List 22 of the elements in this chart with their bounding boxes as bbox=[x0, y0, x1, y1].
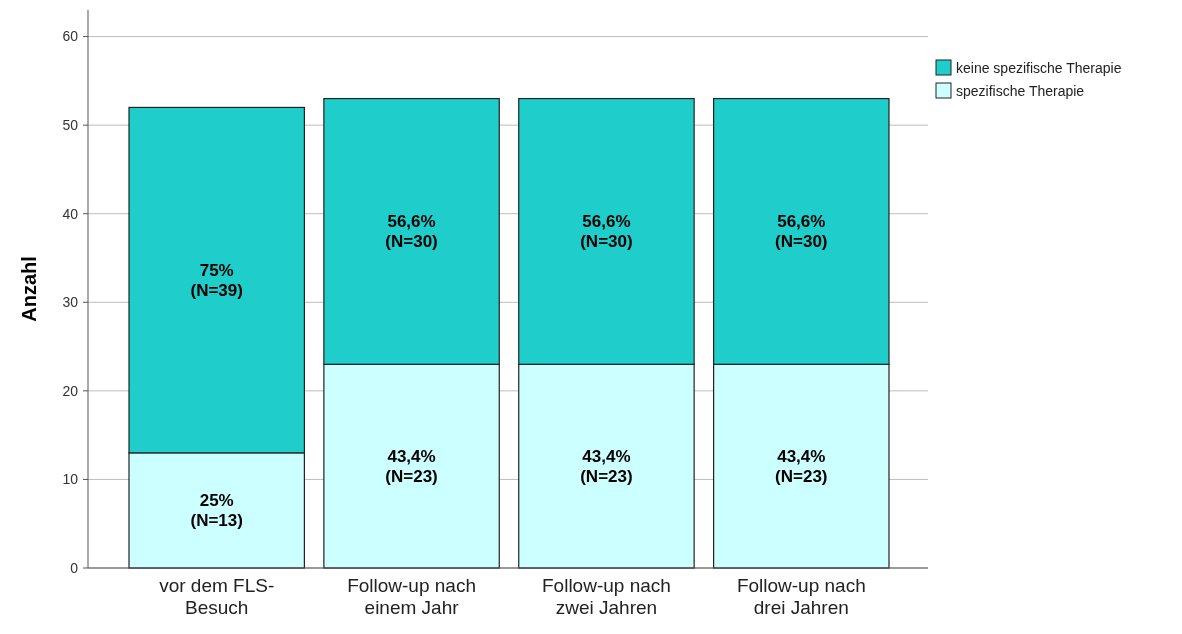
data-label: 56,6% (N=30) bbox=[385, 212, 438, 252]
x-tick-label: Follow-up nach zwei Jahren bbox=[542, 575, 671, 618]
y-tick-label: 10 bbox=[62, 471, 79, 488]
y-tick-label: 30 bbox=[62, 294, 79, 311]
y-tick-label: 60 bbox=[62, 28, 79, 45]
y-tick-label: 20 bbox=[62, 382, 79, 399]
y-axis-title: Anzahl bbox=[18, 256, 40, 322]
data-label: 43,4% (N=23) bbox=[580, 447, 633, 487]
data-label: 75% (N=39) bbox=[190, 261, 243, 301]
y-tick-label: 50 bbox=[62, 117, 79, 134]
data-label: 25% (N=13) bbox=[190, 491, 243, 531]
data-label: 56,6% (N=30) bbox=[775, 212, 828, 252]
legend-label: keine spezifische Therapie bbox=[956, 59, 1122, 76]
data-label: 43,4% (N=23) bbox=[775, 447, 828, 487]
x-tick-label: Follow-up nach drei Jahren bbox=[736, 575, 866, 618]
y-tick-label: 40 bbox=[62, 205, 79, 222]
x-tick-label: Follow-up nach einem Jahr bbox=[347, 575, 476, 618]
data-label: 56,6% (N=30) bbox=[580, 212, 633, 252]
y-tick-label: 0 bbox=[70, 559, 79, 576]
data-label: 43,4% (N=23) bbox=[385, 447, 438, 487]
x-tick-label: vor dem FLS- Besuch bbox=[159, 575, 275, 618]
legend-label: spezifische Therapie bbox=[956, 82, 1085, 99]
